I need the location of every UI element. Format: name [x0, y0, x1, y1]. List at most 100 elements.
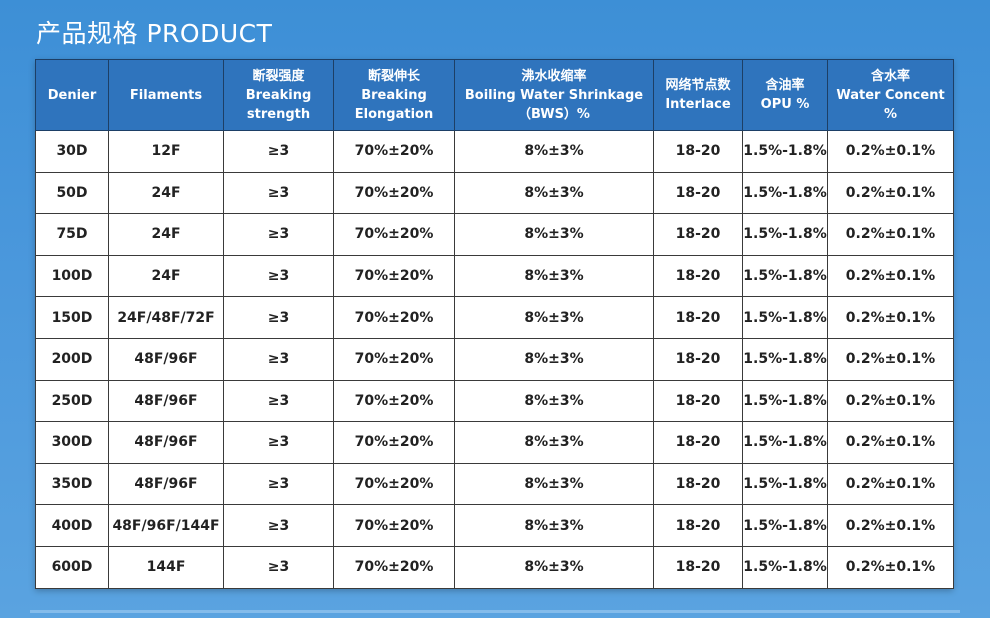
page-title: 产品规格 PRODUCT — [36, 19, 273, 48]
cell-water-concent: 0.2%±0.1% — [827, 337, 954, 381]
cell-denier: 600D — [35, 545, 109, 589]
cell-breaking-strength: ≥3 — [223, 379, 334, 423]
cell-interlace: 18-20 — [653, 296, 743, 339]
column-header-line: Breaking — [245, 87, 312, 103]
cell-interlace: 18-20 — [653, 504, 743, 547]
cell-filaments: 24F — [108, 171, 224, 215]
cell-breaking-strength: ≥3 — [223, 337, 334, 381]
cell-denier: 300D — [35, 421, 109, 464]
cell-interlace: 18-20 — [653, 337, 743, 381]
table-row: 300D 48F/96F ≥3 70%±20% 8%±3% 18-20 1.5%-1.8% 0… — [35, 421, 954, 464]
cell-denier: 400D — [35, 504, 109, 547]
table-row: 250D 48F/96F ≥3 70%±20% 8%±3% 18-20 1.5%-1.8% 0… — [35, 379, 954, 423]
cell-boiling-water-shrinkage: 8%±3% — [454, 421, 654, 464]
cell-water-concent: 0.2%±0.1% — [827, 545, 954, 589]
spec-table: Denier Filaments 断裂强度 Breaking strength 断裂伸长 B… — [35, 59, 954, 589]
cell-filaments: 48F/96F — [108, 462, 224, 506]
cell-boiling-water-shrinkage: 8%±3% — [454, 213, 654, 256]
column-header-line: （BWS）% — [518, 106, 590, 122]
table-row: 350D 48F/96F ≥3 70%±20% 8%±3% 18-20 1.5%-1.8% 0… — [35, 462, 954, 506]
column-header-line: Water Concent % — [836, 87, 945, 122]
cell-opu: 1.5%-1.8% — [742, 462, 828, 506]
cell-interlace: 18-20 — [653, 213, 743, 256]
cell-denier: 200D — [35, 337, 109, 381]
column-header-filaments: Filaments — [108, 59, 224, 131]
cell-breaking-elongation: 70%±20% — [333, 545, 455, 589]
cell-breaking-elongation: 70%±20% — [333, 213, 455, 256]
cell-denier: 350D — [35, 462, 109, 506]
cell-filaments: 24F/48F/72F — [108, 296, 224, 339]
cell-breaking-strength: ≥3 — [223, 296, 334, 339]
cell-opu: 1.5%-1.8% — [742, 504, 828, 547]
cell-opu: 1.5%-1.8% — [742, 545, 828, 589]
cell-denier: 150D — [35, 296, 109, 339]
column-header-line: Elongation — [354, 106, 434, 122]
cell-opu: 1.5%-1.8% — [742, 337, 828, 381]
cell-breaking-strength: ≥3 — [223, 545, 334, 589]
cell-boiling-water-shrinkage: 8%±3% — [454, 545, 654, 589]
cell-breaking-strength: ≥3 — [223, 213, 334, 256]
cell-interlace: 18-20 — [653, 462, 743, 506]
table-row: 50D 24F ≥3 70%±20% 8%±3% 18-20 1.5%-1.8% 0.2%±0… — [35, 171, 954, 215]
cell-interlace: 18-20 — [653, 421, 743, 464]
table-body: 30D 12F ≥3 70%±20% 8%±3% 18-20 1.5%-1.8% 0.2%±0… — [35, 130, 954, 589]
cell-boiling-water-shrinkage: 8%±3% — [454, 296, 654, 339]
cell-water-concent: 0.2%±0.1% — [827, 130, 954, 173]
column-header-line: 含油率 — [765, 78, 805, 93]
table-row: 30D 12F ≥3 70%±20% 8%±3% 18-20 1.5%-1.8% 0.2%±0… — [35, 130, 954, 173]
cell-opu: 1.5%-1.8% — [742, 379, 828, 423]
column-header-line: strength — [246, 106, 311, 122]
cell-water-concent: 0.2%±0.1% — [827, 296, 954, 339]
cell-breaking-strength: ≥3 — [223, 462, 334, 506]
cell-denier: 100D — [35, 254, 109, 298]
column-header-water-concent: 含水率 Water Concent % — [827, 59, 954, 131]
table-row: 200D 48F/96F ≥3 70%±20% 8%±3% 18-20 1.5%-1.8% 0… — [35, 337, 954, 381]
cell-breaking-elongation: 70%±20% — [333, 296, 455, 339]
cell-breaking-elongation: 70%±20% — [333, 171, 455, 215]
table-header-row: Denier Filaments 断裂强度 Breaking strength 断裂伸长 B… — [35, 59, 954, 131]
cell-denier: 30D — [35, 130, 109, 173]
cell-denier: 250D — [35, 379, 109, 423]
cell-filaments: 12F — [108, 130, 224, 173]
table-row: 400D 48F/96F/144F ≥3 70%±20% 8%±3% 18-20 1.5%-… — [35, 504, 954, 547]
column-header-line: 断裂强度 — [252, 68, 305, 84]
cell-boiling-water-shrinkage: 8%±3% — [454, 379, 654, 423]
column-header-line: 网络节点数 — [665, 78, 731, 93]
cell-breaking-elongation: 70%±20% — [333, 504, 455, 547]
cell-breaking-strength: ≥3 — [223, 421, 334, 464]
column-header-line: 含水率 — [870, 68, 910, 84]
cell-breaking-elongation: 70%±20% — [333, 337, 455, 381]
cell-breaking-strength: ≥3 — [223, 254, 334, 298]
column-header-line: OPU % — [760, 97, 810, 112]
column-header-opu: 含油率 OPU % — [742, 59, 828, 131]
cell-interlace: 18-20 — [653, 254, 743, 298]
cell-filaments: 24F — [108, 213, 224, 256]
column-header-line: 沸水收缩率 — [521, 68, 587, 84]
cell-opu: 1.5%-1.8% — [742, 254, 828, 298]
cell-opu: 1.5%-1.8% — [742, 130, 828, 173]
cell-opu: 1.5%-1.8% — [742, 171, 828, 215]
cell-interlace: 18-20 — [653, 130, 743, 173]
cell-water-concent: 0.2%±0.1% — [827, 421, 954, 464]
column-header-breaking-elongation: 断裂伸长 Breaking Elongation — [333, 59, 455, 131]
column-header-line: Interlace — [665, 97, 731, 112]
cell-opu: 1.5%-1.8% — [742, 421, 828, 464]
table-row: 100D 24F ≥3 70%±20% 8%±3% 18-20 1.5%-1.8% 0.2%±… — [35, 254, 954, 298]
cell-interlace: 18-20 — [653, 171, 743, 215]
cell-boiling-water-shrinkage: 8%±3% — [454, 337, 654, 381]
cell-interlace: 18-20 — [653, 545, 743, 589]
cell-breaking-elongation: 70%±20% — [333, 379, 455, 423]
cell-breaking-strength: ≥3 — [223, 130, 334, 173]
column-header-line: Boiling Water Shrinkage — [464, 87, 644, 103]
cell-denier: 50D — [35, 171, 109, 215]
bottom-divider — [30, 610, 960, 613]
cell-water-concent: 0.2%±0.1% — [827, 213, 954, 256]
cell-breaking-elongation: 70%±20% — [333, 254, 455, 298]
cell-breaking-strength: ≥3 — [223, 504, 334, 547]
column-header-line: Denier — [47, 87, 97, 103]
cell-breaking-elongation: 70%±20% — [333, 462, 455, 506]
cell-filaments: 24F — [108, 254, 224, 298]
column-header-boiling-water-shrinkage: 沸水收缩率 Boiling Water Shrinkage （BWS）% — [454, 59, 654, 131]
cell-interlace: 18-20 — [653, 379, 743, 423]
cell-water-concent: 0.2%±0.1% — [827, 171, 954, 215]
